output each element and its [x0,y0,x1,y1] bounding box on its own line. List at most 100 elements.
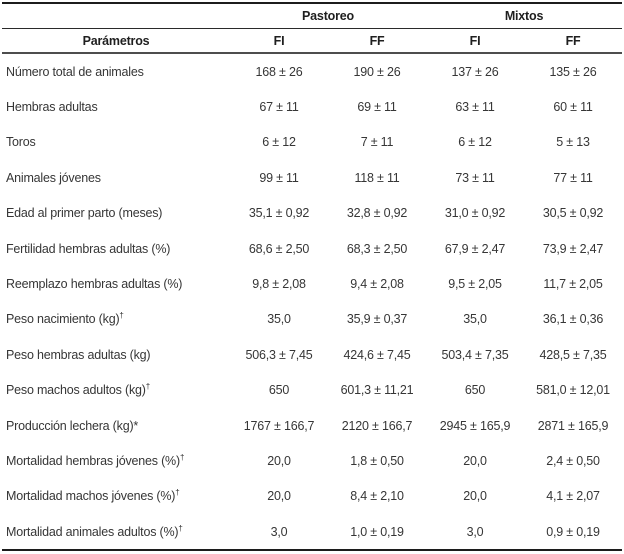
group-header-spacer [2,3,230,29]
cell-value: 3,0 [270,524,288,539]
table-row: Mortalidad animales adultos (%)† 3,0 1,0… [2,514,622,550]
row-label-cell: Mortalidad machos jóvenes (%)† [2,479,230,514]
cell-value: 31,0 ± 0,92 [444,206,506,221]
row-label: Animales jóvenes [6,170,101,185]
cell-value: 503,4 ± 7,35 [441,347,509,362]
cell-value: 3,0 [466,524,484,539]
cell-value: 20,0 [463,489,487,504]
row-label-cell: Animales jóvenes [2,160,230,195]
table-row: Peso machos adultos (kg)† 650 601,3 ± 11… [2,373,622,408]
cell-value: 428,5 ± 7,35 [539,347,607,362]
table-row: Producción lechera (kg)* 1767 ± 166,7 21… [2,408,622,443]
column-header-mixtos-ff: FF [565,33,581,48]
row-label-cell: Fertilidad hembras adultas (%) [2,231,230,266]
cell-value: 6 ± 12 [262,135,296,150]
cell-value: 35,0 [267,312,291,327]
row-label-cell: Peso nacimiento (kg)† [2,302,230,337]
row-label: Hembras adultas [6,100,98,115]
cell-value: 2,4 ± 0,50 [546,453,600,468]
cell-value: 60 ± 11 [553,100,593,115]
cell-value: 1,0 ± 0,19 [350,524,404,539]
cell-value: 581,0 ± 12,01 [536,383,610,398]
row-label-cell: Toros [2,125,230,160]
column-header-pastoreo-ff: FF [369,33,385,48]
row-label-cell: Mortalidad animales adultos (%)† [2,514,230,550]
cell-value: 67 ± 11 [259,100,299,115]
cell-value: 601,3 ± 11,21 [340,383,414,398]
row-label: Número total de animales [6,64,144,79]
row-label-cell: Peso machos adultos (kg)† [2,373,230,408]
cell-value: 0,9 ± 0,19 [546,524,600,539]
column-header-row: Parámetros FI FF FI FF [2,29,623,53]
footnote-mark: † [179,452,185,462]
row-label-cell: Hembras adultas [2,89,230,124]
cell-value: 67,9 ± 2,47 [444,241,506,256]
group-header-pastoreo: Pastoreo [302,9,354,23]
cell-value: 8,4 ± 2,10 [350,489,404,504]
cell-value: 36,1 ± 0,36 [542,312,604,327]
row-label-cell: Reemplazo hembras adultas (%) [2,266,230,301]
cell-value: 650 [268,383,290,398]
cell-value: 63 ± 11 [455,100,495,115]
row-label-cell: Mortalidad hembras jóvenes (%)† [2,443,230,478]
row-label: Edad al primer parto (meses) [6,206,163,221]
row-label: Mortalidad machos jóvenes (%) [6,489,176,504]
cell-value: 68,6 ± 2,50 [248,241,310,256]
cell-value: 9,8 ± 2,08 [252,277,306,292]
group-header-mixtos: Mixtos [504,9,544,23]
cell-value: 20,0 [267,489,291,504]
cell-value: 68,3 ± 2,50 [346,241,408,256]
cell-value: 35,1 ± 0,92 [248,206,310,221]
cell-value: 30,5 ± 0,92 [542,206,604,221]
cell-value: 20,0 [267,453,291,468]
table-row: Animales jóvenes 99 ± 11 118 ± 11 73 ± 1… [2,160,622,195]
footnote-mark: † [175,488,180,498]
cell-value: 7 ± 11 [360,135,394,150]
cell-value: 506,3 ± 7,45 [245,347,313,362]
cell-value: 11,7 ± 2,05 [543,277,603,292]
cell-value: 650 [464,383,486,398]
group-header-row: Pastoreo Mixtos [2,3,623,29]
cell-value: 69 ± 11 [357,100,397,115]
footnote-mark: † [178,523,183,533]
cell-value: 5 ± 13 [556,135,590,150]
cell-value: 137 ± 26 [451,64,499,79]
row-label: Peso nacimiento (kg) [6,312,120,327]
row-label: Producción lechera (kg)* [6,418,139,433]
row-label: Toros [6,135,36,150]
cell-value: 118 ± 11 [354,170,400,185]
cell-value: 4,1 ± 2,07 [546,489,600,504]
cell-value: 1767 ± 166,7 [243,418,315,433]
row-label: Peso hembras adultas (kg) [6,347,151,362]
cell-value: 6 ± 12 [458,135,492,150]
cell-value: 168 ± 26 [255,64,303,79]
row-label: Fertilidad hembras adultas (%) [6,241,171,256]
cell-value: 35,9 ± 0,37 [346,312,408,327]
row-label: Peso machos adultos (kg) [6,383,146,398]
row-label-cell: Peso hembras adultas (kg) [2,337,230,372]
footnote-mark: † [119,311,124,321]
cell-value: 73 ± 11 [455,170,495,185]
table-row: Peso hembras adultas (kg) 506,3 ± 7,45 4… [2,337,622,372]
cell-value: 73,9 ± 2,47 [542,241,604,256]
table-row: Fertilidad hembras adultas (%) 68,6 ± 2,… [2,231,622,266]
row-label: Reemplazo hembras adultas (%) [6,277,183,292]
cell-value: 135 ± 26 [549,64,597,79]
row-label: Mortalidad animales adultos (%) [6,524,179,539]
cell-value: 190 ± 26 [353,64,401,79]
cell-value: 9,4 ± 2,08 [350,277,404,292]
table-row: Mortalidad hembras jóvenes (%)† 20,0 1,8… [2,443,622,478]
table-row: Mortalidad machos jóvenes (%)† 20,0 8,4 … [2,479,622,514]
cell-value: 32,8 ± 0,92 [346,206,408,221]
cell-value: 20,0 [463,453,487,468]
table-row: Reemplazo hembras adultas (%) 9,8 ± 2,08… [2,266,622,301]
column-header-pastoreo-fi: FI [273,33,285,48]
row-label-cell: Número total de animales [2,53,230,89]
column-header-mixtos-fi: FI [469,33,481,48]
cell-value: 1,8 ± 0,50 [350,453,404,468]
cell-value: 2871 ± 165,9 [537,418,609,433]
cell-value: 2945 ± 165,9 [439,418,511,433]
cell-value: 2120 ± 166,7 [341,418,413,433]
cell-value: 9,5 ± 2,05 [448,277,502,292]
